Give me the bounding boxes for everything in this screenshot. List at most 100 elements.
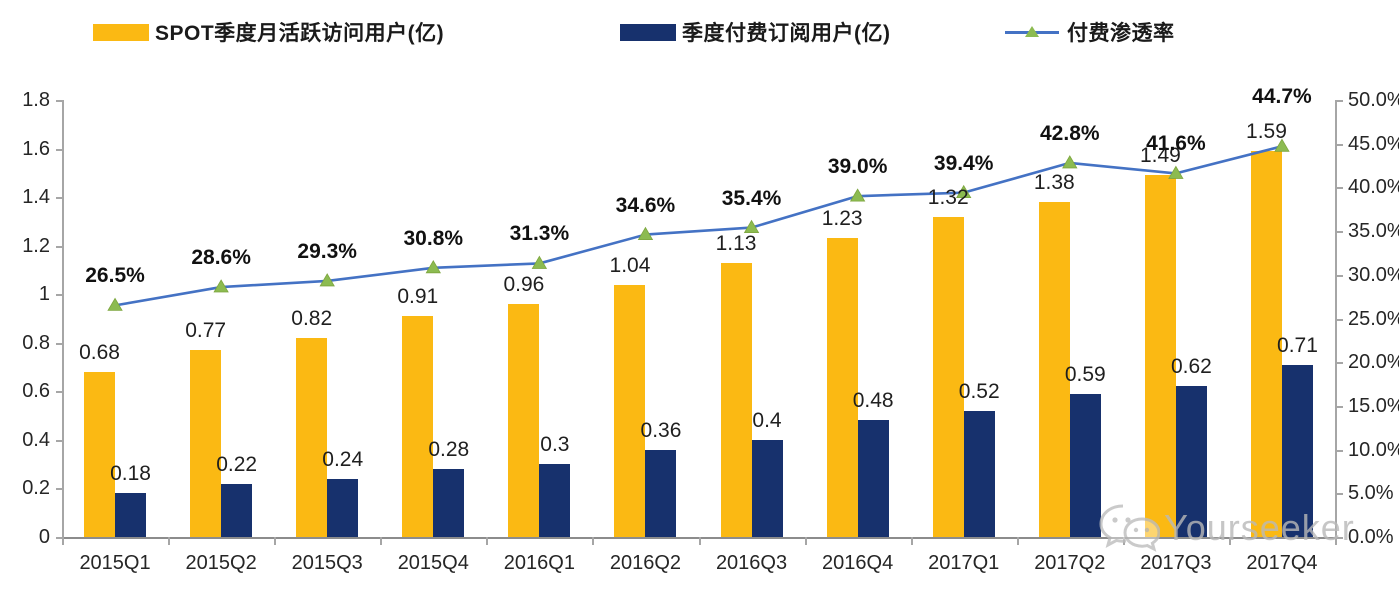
bar-subs [1175,386,1207,537]
y-axis-right-tick [1337,405,1343,408]
y-axis-left-tick-label: 1.4 [22,186,50,209]
bar-subs-value-label: 0.18 [110,462,151,486]
bar-mau [508,303,540,537]
y-axis-right-tick-label: 40.0% [1348,176,1399,199]
wechat-icon [1099,504,1160,552]
bar-mau-value-label: 1.13 [715,231,757,255]
y-axis-left-tick [56,245,62,248]
bar-mau [614,284,646,537]
y-axis-right-tick [1337,187,1343,190]
bar-mau [826,238,858,537]
bar-subs-value-label: 0.4 [752,408,782,432]
line-marker-triangle-icon [531,255,548,269]
x-axis-category-label: 2017Q3 [1140,552,1212,574]
penetration-pct-label: 44.7% [1252,85,1312,109]
bar-mau [932,216,964,537]
bar-subs [751,439,783,537]
y-axis-left-tick-label: 1.2 [22,234,50,257]
line-marker-triangle-icon [1062,155,1078,169]
line-marker-triangle-icon [319,273,335,287]
bar-subs [539,464,571,537]
legend-item-penetration: 付费渗透率 [1005,18,1175,46]
bar-mau-value-label: 1.32 [927,185,969,209]
penetration-pct-label: 41.6% [1146,132,1206,156]
bar-mau [84,371,116,537]
bar-mau-value-label: 1.23 [821,207,863,231]
bar-subs [1281,364,1313,537]
legend-label-mau: SPOT季度月活跃访问用户(亿) [155,22,445,45]
x-axis-tick [380,537,383,545]
y-axis-left-tick-label: 1 [38,283,50,306]
x-axis-tick [910,537,913,545]
x-axis-tick [1228,537,1231,545]
y-axis-left-tick-label: 1.8 [22,89,50,111]
bar-subs-value-label: 0.48 [852,389,894,413]
y-axis-left-tick-label: 0.2 [22,477,50,500]
x-axis-category-label: 2017Q1 [928,552,1000,574]
x-axis-category-label: 2015Q4 [397,552,469,574]
y-axis-left-tick [56,294,62,297]
x-axis-tick [698,537,701,545]
penetration-pct-label: 39.0% [827,155,888,179]
x-axis-tick [804,537,807,545]
y-axis-right-tick [1337,100,1343,102]
y-axis-right-tick [1337,362,1343,365]
y-axis-right-tick [1337,537,1343,539]
y-axis-right-tick [1337,231,1343,234]
bar-mau [402,316,434,537]
y-axis-right-tick-label: 35.0% [1348,220,1399,243]
legend-label-penetration: 付费渗透率 [1067,22,1175,45]
penetration-pct-label: 42.8% [1040,121,1100,145]
x-axis-category-label: 2016Q2 [609,552,682,574]
y-axis-left-tick-label: 0.4 [22,428,50,451]
penetration-pct-label: 30.8% [403,226,464,250]
watermark: Yourseeker [1098,502,1355,554]
bar-subs [115,493,147,537]
x-axis-tick [1335,537,1337,545]
y-axis-right-tick-label: 10.0% [1348,438,1399,461]
bar-mau-value-label: 0.68 [79,340,120,364]
bar-mau-value-label: 0.96 [503,272,545,296]
y-axis-right-tick [1337,143,1343,146]
line-marker-triangle-icon [107,297,123,311]
penetration-pct-label: 31.3% [509,222,570,246]
x-axis-category-label: 2015Q1 [79,552,151,574]
y-axis-right-tick-label: 20.0% [1348,351,1399,374]
line-marker-triangle-icon [743,219,760,234]
y-axis-right-tick-label: 5.0% [1348,482,1394,505]
y-axis-left-tick [56,488,62,491]
line-marker-triangle-icon [213,279,229,293]
bar-mau-value-label: 0.77 [185,319,227,343]
legend-item-subs: 季度付费订阅用户(亿) [620,18,891,46]
bar-subs [327,478,359,537]
bar-mau-value-label: 0.82 [291,306,333,330]
penetration-pct-label: 28.6% [191,246,251,270]
x-axis-tick [1016,537,1019,545]
bar-mau-value-label: 1.04 [609,253,651,277]
bar-subs [221,483,253,537]
y-axis-right-tick-label: 0.0% [1348,526,1394,548]
legend-label-subs: 季度付费订阅用户(亿) [682,22,891,45]
bar-mau-value-label: 1.59 [1246,119,1287,143]
bar-subs [1069,393,1101,537]
x-axis-category-label: 2017Q4 [1246,552,1318,574]
bar-mau-value-label: 1.49 [1139,144,1181,168]
line-marker-triangle-icon [637,226,654,240]
bar-subs-value-label: 0.36 [640,418,682,442]
x-axis-category-label: 2016Q4 [822,552,894,574]
y-axis-left-tick [56,391,62,394]
bar-subs-value-label: 0.28 [428,438,470,462]
bar-subs-value-label: 0.22 [216,452,258,476]
legend-marker-triangle-icon [1025,25,1039,37]
y-axis-left-tick [56,439,62,442]
legend-swatch-subs [620,23,676,41]
bar-subs-value-label: 0.52 [958,379,1000,403]
y-axis-left-tick [56,100,62,102]
line-marker-triangle-icon [425,260,441,274]
penetration-pct-label: 34.6% [615,193,676,217]
x-axis-category-label: 2015Q3 [291,552,363,574]
y-axis-right-tick-label: 45.0% [1348,132,1399,155]
y-axis-right-tick [1337,318,1343,321]
bar-subs-value-label: 0.3 [540,433,570,457]
y-axis-right-tick-label: 50.0% [1348,89,1399,111]
